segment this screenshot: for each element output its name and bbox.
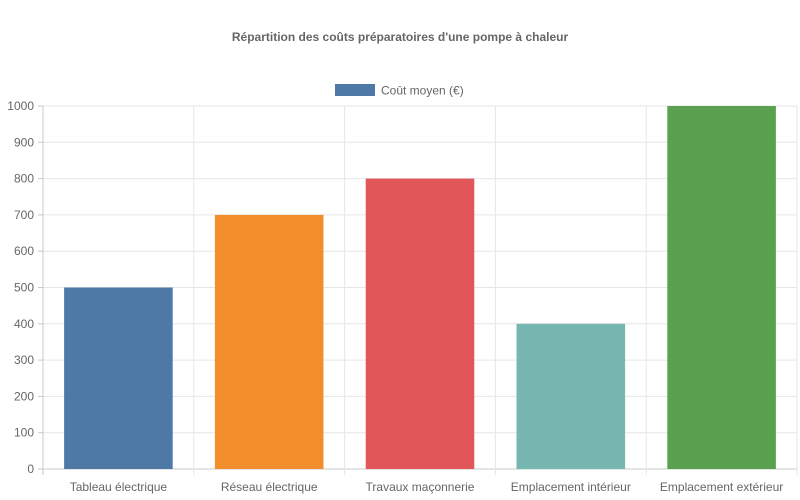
y-tick-label: 600 xyxy=(14,244,34,258)
x-tick-label: Réseau électrique xyxy=(221,480,318,494)
bar[interactable] xyxy=(64,287,173,470)
x-tick-label: Emplacement extérieur xyxy=(660,480,783,494)
legend[interactable]: Coût moyen (€) xyxy=(335,84,464,98)
y-axis-ticks: 0 100 200 300 400 500 600 700 800 900 1000 xyxy=(7,99,43,476)
y-tick-label: 0 xyxy=(27,462,34,476)
legend-swatch[interactable] xyxy=(335,84,375,96)
bar[interactable] xyxy=(516,323,626,469)
bars xyxy=(64,106,776,469)
y-tick-label: 200 xyxy=(14,389,34,403)
y-tick-label: 800 xyxy=(14,172,34,186)
x-tick-label: Travaux maçonnerie xyxy=(366,480,475,494)
bar[interactable] xyxy=(365,178,475,469)
bar[interactable] xyxy=(667,106,776,469)
y-tick-label: 500 xyxy=(14,281,34,295)
legend-label[interactable]: Coût moyen (€) xyxy=(381,84,464,98)
chart-title: Répartition des coûts préparatoires d'un… xyxy=(232,30,569,44)
bar[interactable] xyxy=(214,214,324,469)
y-tick-label: 300 xyxy=(14,353,34,367)
y-tick-label: 400 xyxy=(14,317,34,331)
y-tick-label: 1000 xyxy=(7,99,34,113)
x-axis-ticks: Tableau électrique Réseau électrique Trava… xyxy=(70,480,784,494)
y-tick-label: 900 xyxy=(14,135,34,149)
x-tick-label: Emplacement intérieur xyxy=(511,480,631,494)
y-tick-label: 700 xyxy=(14,208,34,222)
x-tick-label: Tableau électrique xyxy=(70,480,168,494)
y-tick-label: 100 xyxy=(14,426,34,440)
